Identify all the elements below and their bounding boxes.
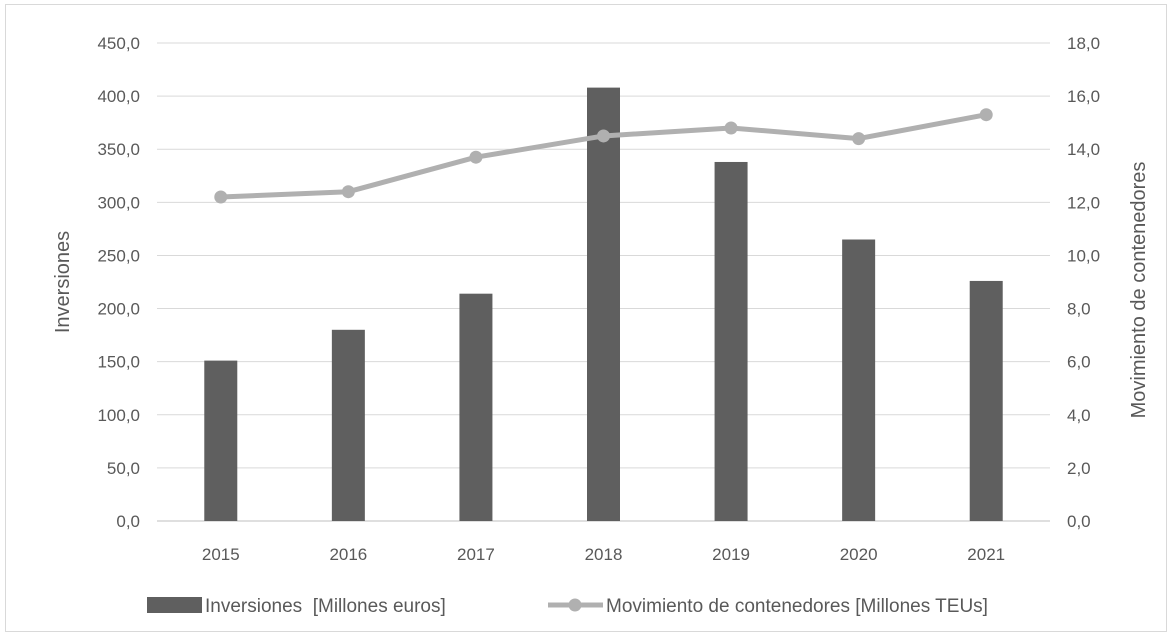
line-series — [214, 108, 993, 204]
x-tick-label: 2016 — [329, 545, 367, 564]
y2-tick-label: 6,0 — [1067, 353, 1091, 372]
y2-tick-label: 4,0 — [1067, 406, 1091, 425]
y-tick-label: 0,0 — [116, 512, 140, 531]
line-point — [852, 132, 866, 146]
y2-axis-title: Movimiento de contenedores — [1128, 162, 1150, 419]
y-tick-label: 450,0 — [97, 34, 140, 53]
y2-tick-label: 0,0 — [1067, 512, 1091, 531]
y-tick-label: 250,0 — [97, 246, 140, 265]
line-point — [979, 108, 993, 122]
y2-tick-label: 18,0 — [1067, 34, 1100, 53]
y2-tick-label: 16,0 — [1067, 87, 1100, 106]
y-tick-label: 200,0 — [97, 300, 140, 319]
bar — [842, 239, 876, 521]
x-tick-label: 2020 — [840, 545, 878, 564]
line-point — [724, 121, 738, 135]
line-point — [597, 129, 610, 143]
legend-label-contenedores: Movimiento de contenedores [Millones TEU… — [606, 596, 988, 617]
y-tick-label: 400,0 — [97, 87, 140, 106]
y2-tick-label: 8,0 — [1067, 300, 1091, 319]
y-tick-label: 150,0 — [97, 353, 140, 372]
legend-swatch-inversiones — [147, 597, 202, 613]
x-tick-label: 2021 — [967, 545, 1005, 564]
bar — [969, 280, 1003, 521]
y2-tick-label: 12,0 — [1067, 193, 1100, 212]
y2-tick-label: 2,0 — [1067, 459, 1091, 478]
legend-label-inversiones: Inversiones [Millones euros] — [205, 596, 446, 617]
x-tick-label: 2018 — [585, 545, 623, 564]
x-axis-ticks: 2015 2016 2017 2018 2019 2020 2021 — [202, 545, 1005, 564]
legend: Inversiones [Millones euros] Movimiento … — [147, 596, 988, 617]
x-tick-label: 2019 — [712, 545, 750, 564]
bar — [331, 329, 365, 521]
line-point — [469, 150, 483, 164]
bar — [459, 293, 493, 521]
y-tick-label: 300,0 — [97, 193, 140, 212]
bar-series — [204, 87, 1003, 522]
line-point — [214, 190, 228, 204]
y2-tick-label: 14,0 — [1067, 140, 1100, 159]
bar — [587, 87, 620, 521]
y-tick-label: 50,0 — [107, 459, 140, 478]
left-axis-ticks: 0,0 50,0 100,0 150,0 200,0 250,0 300,0 350,0 400… — [97, 34, 140, 531]
y-axis-title: Inversiones — [52, 231, 74, 333]
right-axis-ticks: 0,0 2,0 4,0 6,0 8,0 10,0 12,0 14,0 16,0 18,0 — [1067, 34, 1100, 531]
line-point — [341, 185, 355, 199]
x-tick-label: 2017 — [457, 545, 495, 564]
legend-marker-contenedores — [568, 598, 582, 612]
y-tick-label: 350,0 — [97, 140, 140, 159]
bar — [204, 360, 238, 521]
x-tick-label: 2015 — [202, 545, 240, 564]
bar — [714, 161, 748, 522]
y2-tick-label: 10,0 — [1067, 246, 1100, 265]
y-tick-label: 100,0 — [97, 406, 140, 425]
